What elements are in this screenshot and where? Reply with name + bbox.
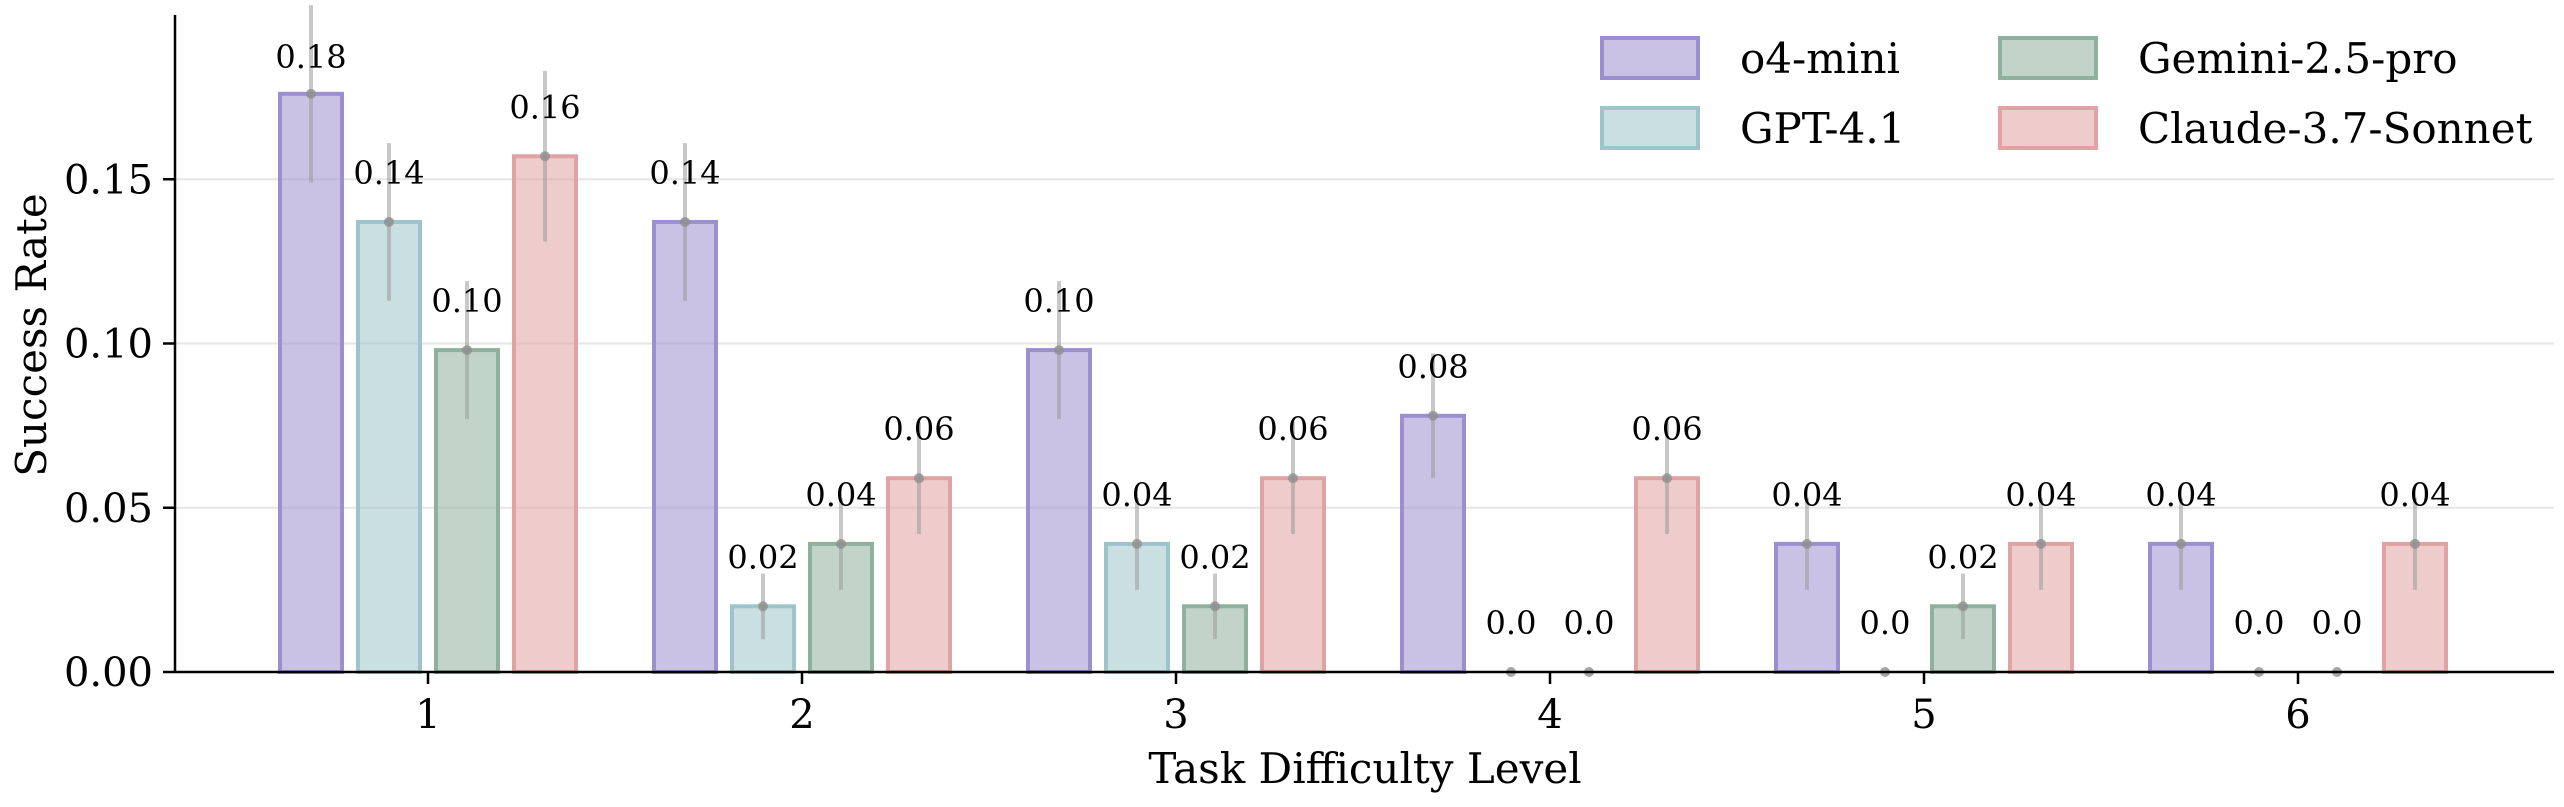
mean-point <box>2176 538 2186 549</box>
data-label: 0.04 <box>2005 476 2076 514</box>
axes: 0.00 0.05 0.10 0.15 1 2 3 4 5 6 <box>64 15 2554 738</box>
y-tick-label: 0.10 <box>64 322 153 368</box>
data-label: 0.0 <box>1564 604 1615 642</box>
x-tick-label: 3 <box>1163 692 1188 738</box>
y-tick-label: 0.05 <box>64 486 153 532</box>
data-label: 0.04 <box>805 476 876 514</box>
mean-point <box>306 88 316 99</box>
legend-label: Claude-3.7-Sonnet <box>2138 104 2533 153</box>
mean-point <box>1428 410 1438 421</box>
mean-point <box>1958 601 1968 612</box>
mean-point <box>540 151 550 162</box>
data-label: 0.10 <box>1023 282 1094 320</box>
data-label: 0.02 <box>1179 538 1250 576</box>
data-label: 0.16 <box>509 88 580 126</box>
data-label: 0.04 <box>1101 476 1172 514</box>
mean-point <box>836 538 846 549</box>
legend: o4-mini GPT-4.1 Gemini-2.5-pro Claude-3.7-S… <box>1600 34 2533 153</box>
legend-swatch <box>1998 36 2098 80</box>
data-label: 0.06 <box>1257 410 1328 448</box>
data-label: 0.14 <box>649 154 720 192</box>
mean-point <box>2410 538 2420 549</box>
bars <box>278 5 2448 677</box>
data-label: 0.0 <box>1486 604 1537 642</box>
y-axis-label: Success Rate <box>7 193 56 477</box>
x-tick-label: 1 <box>415 692 440 738</box>
mean-point <box>384 216 394 227</box>
data-label: 0.18 <box>275 38 346 76</box>
data-label: 0.0 <box>2234 604 2285 642</box>
data-labels: 0.180.140.100.160.140.020.040.060.100.04… <box>275 38 2450 642</box>
data-label: 0.0 <box>2312 604 2363 642</box>
mean-point <box>1132 538 1142 549</box>
mean-point <box>1288 473 1298 484</box>
mean-point <box>680 216 690 227</box>
y-tick-label: 0.00 <box>64 650 153 696</box>
data-label: 0.04 <box>2379 476 2450 514</box>
legend-label: Gemini-2.5-pro <box>2138 34 2458 83</box>
x-tick-label: 2 <box>789 692 814 738</box>
mean-point <box>1210 601 1220 612</box>
data-label: 0.06 <box>1631 410 1702 448</box>
data-label: 0.10 <box>431 282 502 320</box>
x-tick-label: 6 <box>2285 692 2310 738</box>
legend-swatch <box>1600 106 1700 150</box>
x-axis-label: Task Difficulty Level <box>1148 744 1581 793</box>
mean-point <box>1054 345 1064 356</box>
mean-point <box>1662 473 1672 484</box>
mean-point <box>1802 538 1812 549</box>
bar <box>278 91 344 674</box>
legend-swatch <box>1600 36 1700 80</box>
data-label: 0.06 <box>883 410 954 448</box>
data-label: 0.08 <box>1397 348 1468 386</box>
legend-label: GPT-4.1 <box>1740 104 1905 153</box>
legend-label: o4-mini <box>1740 34 1900 83</box>
data-label: 0.14 <box>353 154 424 192</box>
data-label: 0.04 <box>2145 476 2216 514</box>
mean-point <box>2036 538 2046 549</box>
mean-point <box>462 345 472 356</box>
x-tick-label: 4 <box>1537 692 1562 738</box>
data-label: 0.02 <box>727 538 798 576</box>
mean-point <box>758 601 768 612</box>
legend-swatch <box>1998 106 2098 150</box>
data-label: 0.02 <box>1927 538 1998 576</box>
data-label: 0.0 <box>1860 604 1911 642</box>
y-tick-label: 0.15 <box>64 157 153 203</box>
mean-point <box>914 473 924 484</box>
data-label: 0.04 <box>1771 476 1842 514</box>
x-tick-label: 5 <box>1911 692 1936 738</box>
